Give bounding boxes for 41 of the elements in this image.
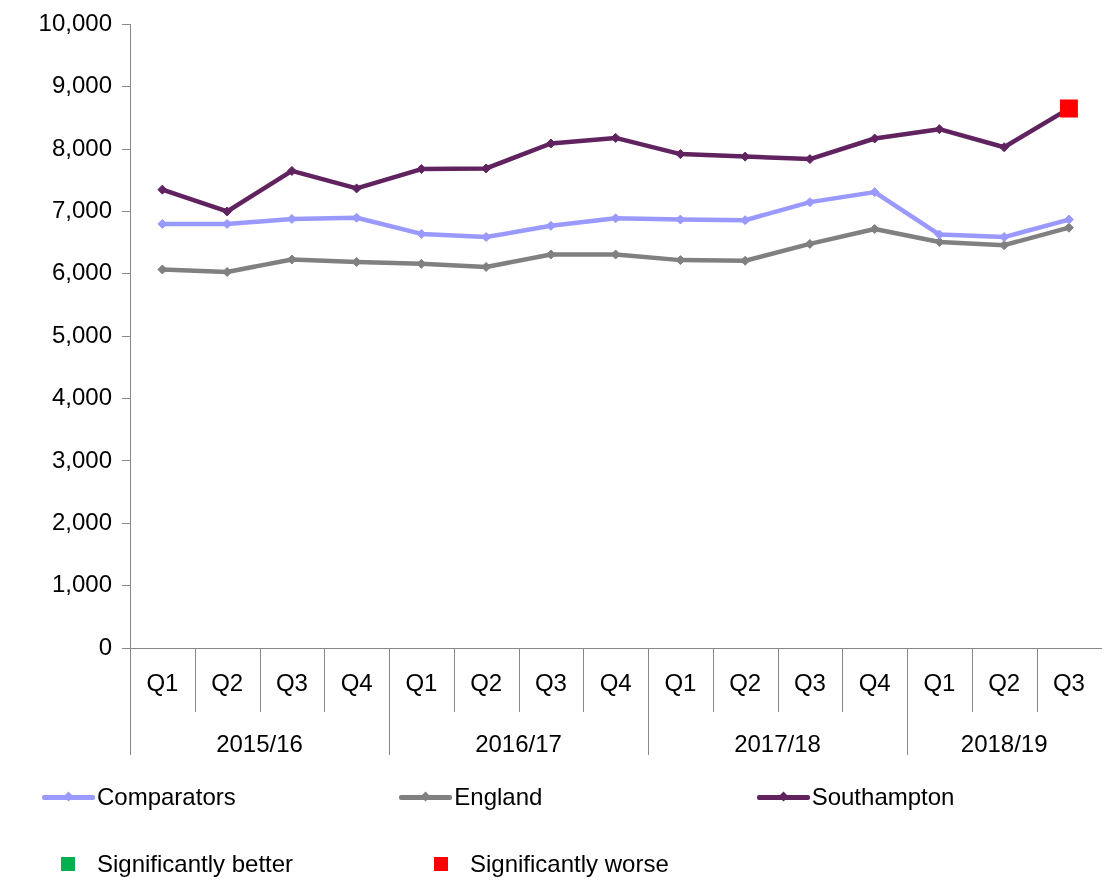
x-tick-label: Q4 (340, 669, 373, 697)
legend-label: Significantly worse (470, 850, 669, 878)
y-tick-label: 8,000 (51, 133, 112, 161)
x-tick-label: Q2 (729, 669, 762, 697)
x-tick-label: Q2 (988, 669, 1021, 697)
y-tick-label: 1,000 (51, 570, 112, 598)
x-tick-label: Q2 (211, 669, 244, 697)
y-tick-label: 0 (98, 632, 112, 660)
x-tick-label: Q1 (146, 669, 179, 697)
legend-label: England (454, 783, 543, 811)
x-tick-label: Q4 (858, 669, 891, 697)
point (222, 206, 233, 217)
point (351, 183, 362, 194)
text: 2016/17 (475, 729, 562, 757)
x-tick-label: Q1 (923, 669, 956, 697)
point (157, 184, 168, 195)
x-tick-label: Q1 (664, 669, 697, 697)
x-tick-label: Q3 (1052, 669, 1085, 697)
text: 2018/19 (960, 729, 1048, 757)
x-tick-label: Q3 (534, 669, 567, 697)
x-tick-label: Q2 (470, 669, 503, 697)
point (286, 165, 297, 176)
y-tick-label: 2,000 (51, 507, 112, 535)
y-tick-label: 9,000 (51, 71, 112, 99)
y-tick-label: 7,000 (51, 196, 112, 224)
x-tick-label: Q3 (275, 669, 308, 697)
x-tick-label: Q4 (599, 669, 632, 697)
y-tick-label: 3,000 (51, 445, 112, 473)
text: 2017/18 (734, 729, 821, 757)
y-tick-label: 10,000 (38, 9, 112, 37)
legend-label: Comparators (97, 783, 236, 811)
point (999, 142, 1010, 153)
legend-label: Southampton (811, 783, 955, 811)
y-tick-label: 6,000 (51, 258, 112, 286)
point (1059, 99, 1078, 118)
text: 2015/16 (216, 729, 303, 757)
y-tick-label: 5,000 (51, 320, 112, 348)
legend-label: Significantly better (97, 850, 294, 878)
y-tick-label: 4,000 (51, 383, 112, 411)
x-tick-label: Q1 (405, 669, 438, 697)
x-tick-label: Q3 (793, 669, 826, 697)
